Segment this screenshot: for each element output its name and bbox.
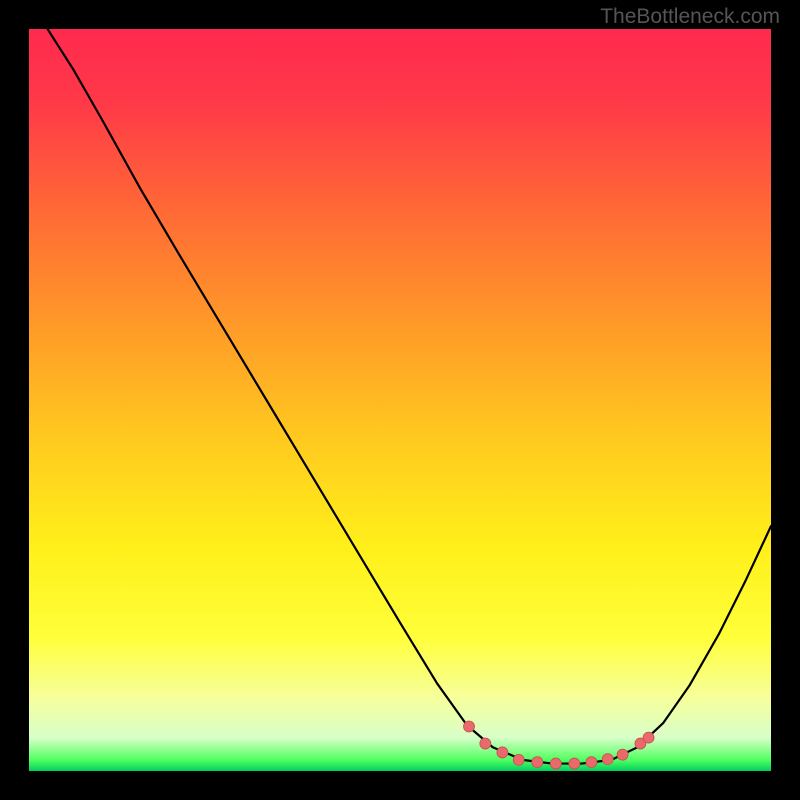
- curve-marker: [513, 754, 524, 765]
- bottleneck-curve: [48, 29, 771, 764]
- curve-markers: [464, 721, 655, 769]
- curve-marker: [602, 754, 613, 765]
- curve-marker: [643, 732, 654, 743]
- curve-marker: [497, 747, 508, 758]
- curve-marker: [586, 757, 597, 768]
- chart-curve-layer: [29, 29, 771, 771]
- curve-marker: [569, 758, 580, 769]
- watermark-text: TheBottleneck.com: [600, 5, 780, 29]
- curve-marker: [550, 758, 561, 769]
- chart-plot-area: [29, 29, 771, 771]
- curve-marker: [464, 721, 475, 732]
- curve-marker: [480, 738, 491, 749]
- curve-marker: [532, 757, 543, 768]
- curve-marker: [617, 749, 628, 760]
